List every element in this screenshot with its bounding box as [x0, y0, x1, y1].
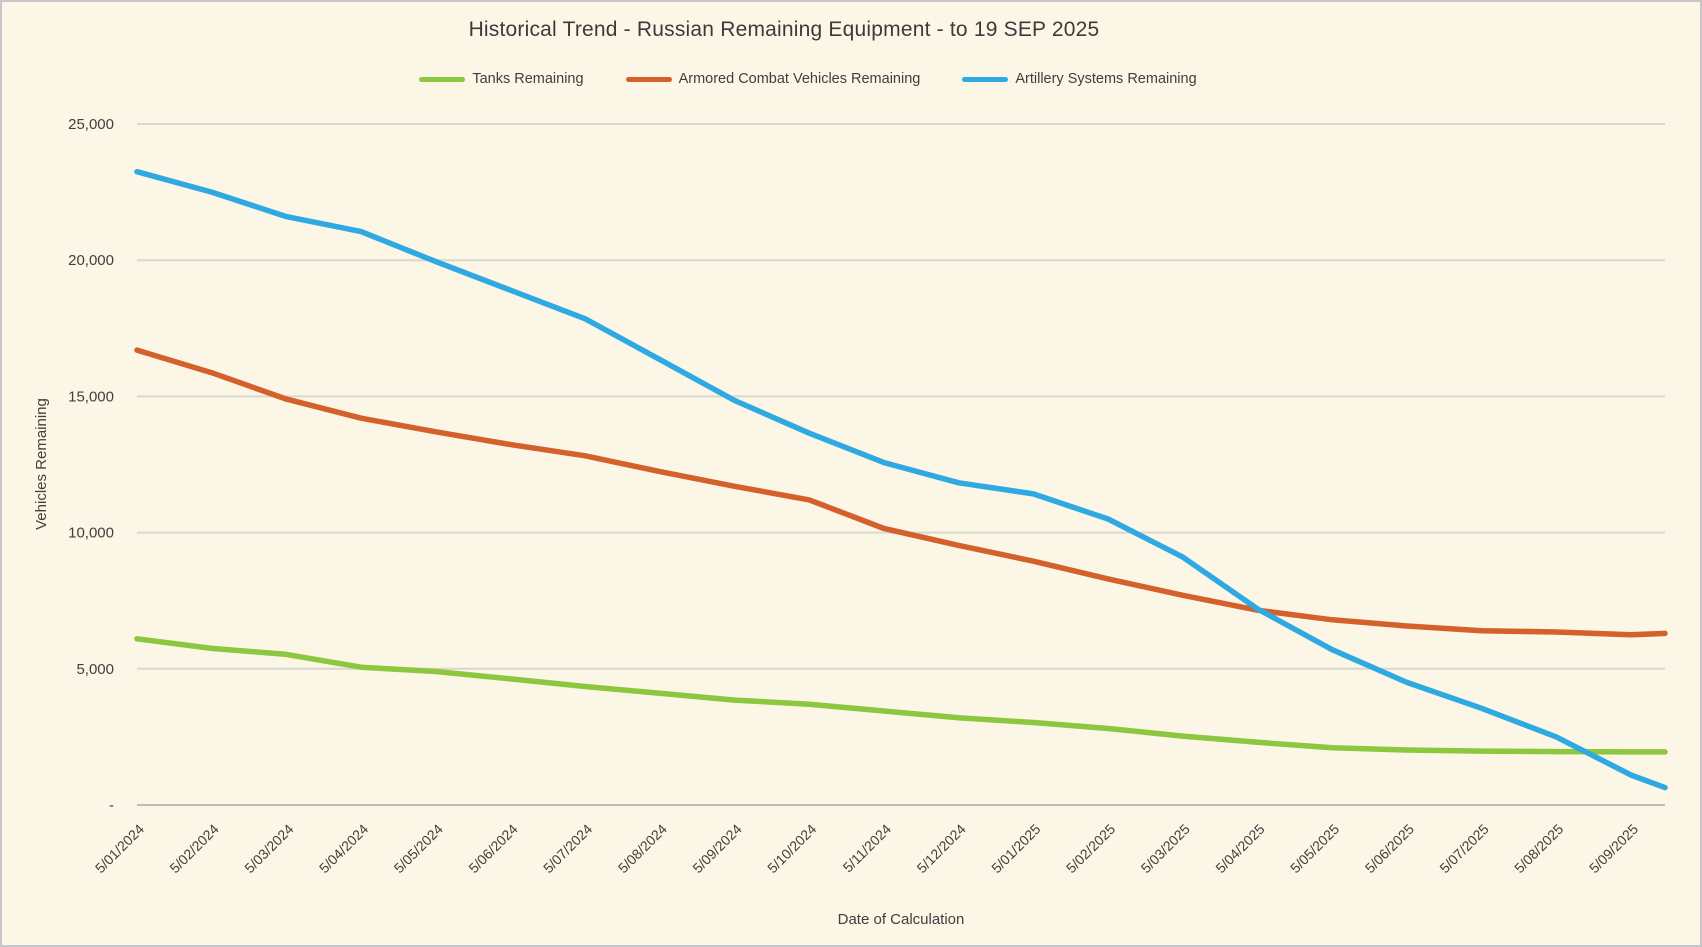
- x-tick-label: 5/09/2024: [689, 821, 745, 877]
- y-tick-label: -: [109, 797, 114, 814]
- y-tick-label: 10,000: [68, 525, 114, 542]
- series-line-armored-combat-vehicles-remaining: [134, 347, 1668, 638]
- legend-item-tanks-remaining: Tanks Remaining: [419, 71, 584, 87]
- x-tick-label: 5/11/2024: [839, 821, 894, 876]
- x-tick-label: 5/07/2025: [1436, 821, 1492, 877]
- x-tick-label: 5/01/2025: [988, 821, 1044, 877]
- x-tick-label: 5/06/2025: [1362, 821, 1418, 877]
- x-tick-label: 5/04/2025: [1212, 821, 1268, 877]
- x-tick-label: 5/08/2025: [1511, 821, 1567, 877]
- x-tick-label: 5/05/2024: [391, 821, 447, 877]
- chart-title: Historical Trend - Russian Remaining Equ…: [468, 18, 1100, 41]
- x-tick-label: 5/06/2024: [465, 821, 521, 877]
- x-tick-label: 5/03/2025: [1138, 821, 1194, 877]
- x-tick-label: 5/08/2024: [615, 821, 671, 877]
- x-axis-title: Date of Calculation: [838, 911, 965, 928]
- x-tick-label: 5/12/2024: [913, 821, 969, 877]
- x-tick-label: 5/05/2025: [1287, 821, 1343, 877]
- x-tick-label: 5/04/2024: [316, 821, 372, 877]
- y-tick-label: 25,000: [68, 116, 114, 133]
- y-tick-label: 15,000: [68, 388, 114, 405]
- x-tick-label: 5/09/2025: [1586, 821, 1642, 877]
- legend-item-armored-combat-vehicles-remaining: Armored Combat Vehicles Remaining: [625, 71, 921, 87]
- y-tick-label: 5,000: [76, 661, 114, 678]
- legend-swatch-armored-combat-vehicles-remaining: [625, 76, 672, 82]
- legend-swatch-artillery-systems-remaining: [962, 76, 1009, 82]
- y-axis-title: Vehicles Remaining: [33, 398, 50, 530]
- series-line-tanks-remaining: [134, 636, 1668, 755]
- x-tick-label: 5/02/2024: [166, 821, 222, 877]
- legend-swatch-tanks-remaining: [419, 76, 466, 82]
- x-tick-label: 5/01/2024: [92, 821, 148, 877]
- legend-item-artillery-systems-remaining: Artillery Systems Remaining: [962, 71, 1197, 87]
- legend-label: Tanks Remaining: [472, 71, 584, 87]
- x-tick-label: 5/10/2024: [764, 821, 820, 877]
- x-tick-label: 5/03/2024: [241, 821, 297, 877]
- chart-legend: Tanks Remaining Armored Combat Vehicles R…: [2, 71, 1614, 87]
- y-tick-label: 20,000: [68, 252, 114, 269]
- legend-label: Armored Combat Vehicles Remaining: [678, 71, 921, 87]
- legend-label: Artillery Systems Remaining: [1015, 71, 1197, 87]
- series-line-artillery-systems-remaining: [134, 168, 1668, 791]
- x-tick-label: 5/07/2024: [540, 821, 596, 877]
- x-tick-label: 5/02/2025: [1063, 821, 1119, 877]
